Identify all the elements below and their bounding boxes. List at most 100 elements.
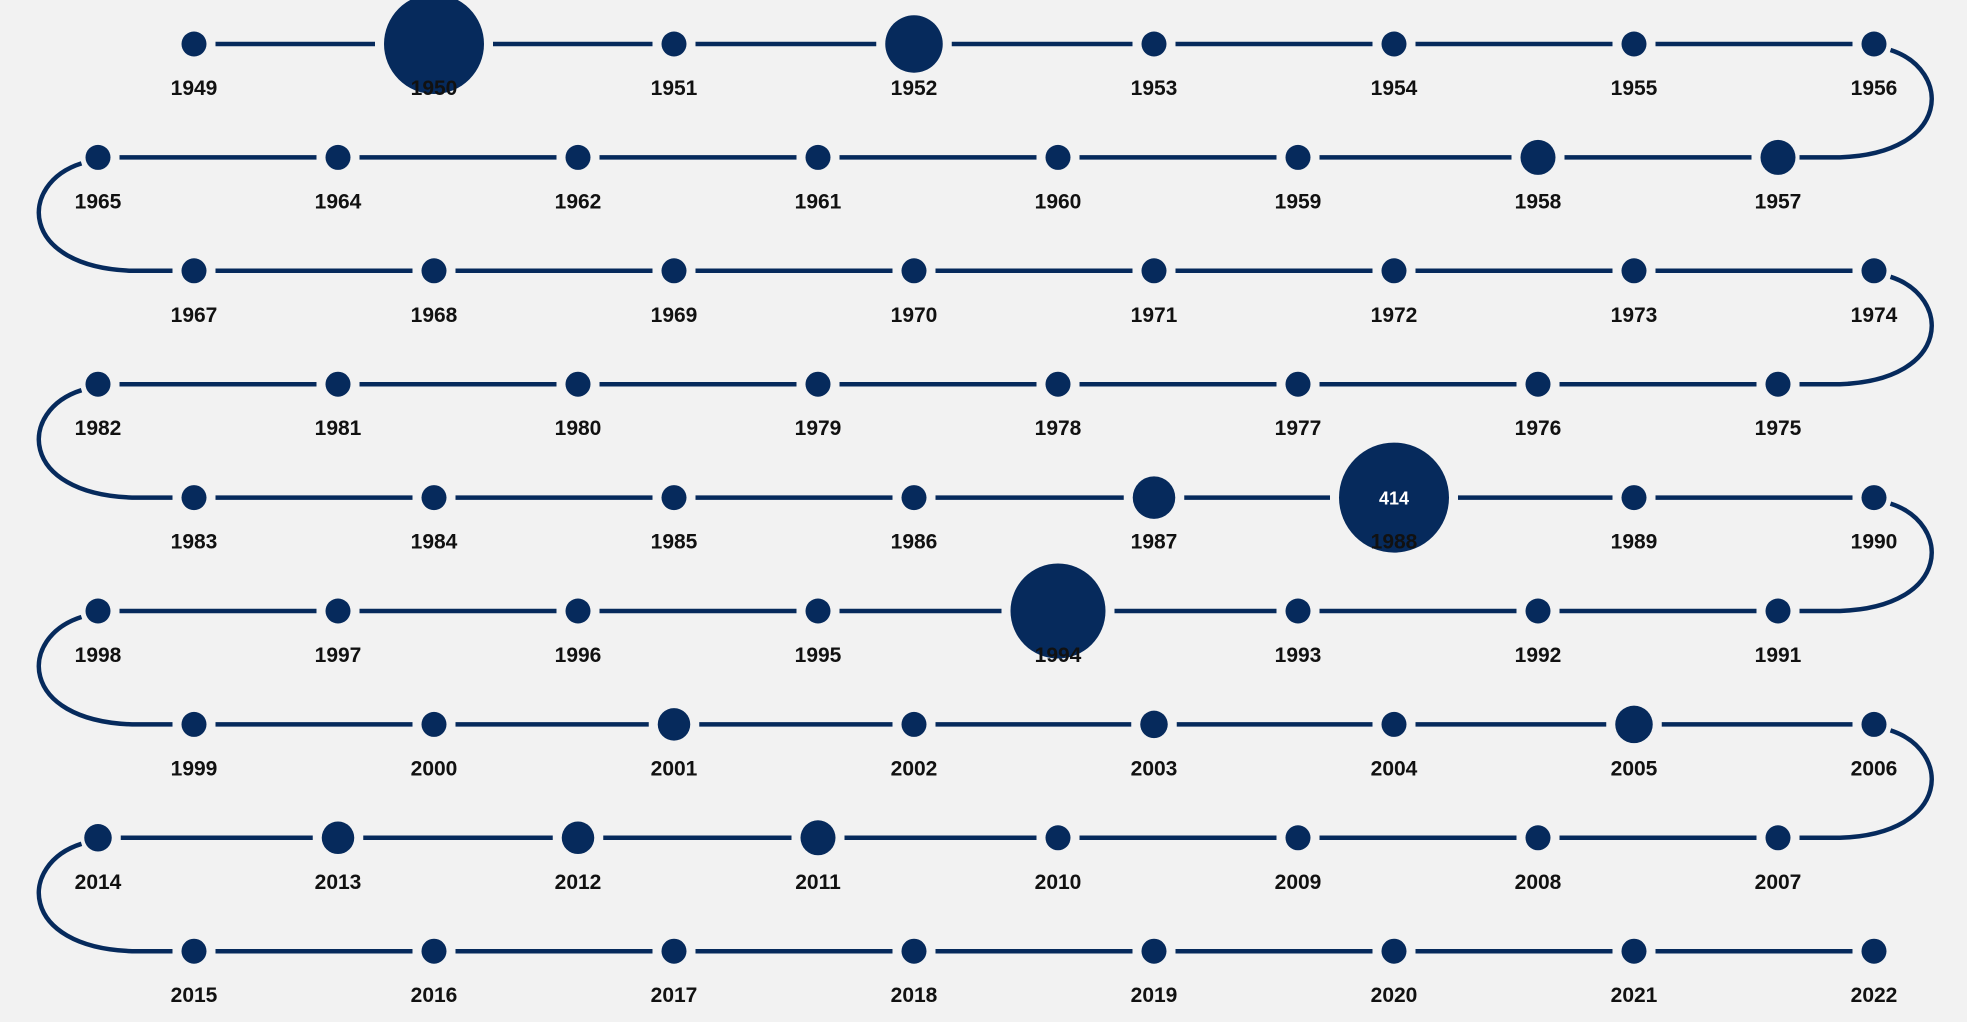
node-circle[interactable] — [901, 258, 927, 284]
node-circle[interactable] — [1285, 825, 1311, 851]
node-circle[interactable] — [1760, 139, 1796, 175]
node-circle[interactable] — [1140, 710, 1168, 739]
timeline-node-2003[interactable]: 2003 — [1131, 710, 1178, 781]
timeline-node-1985[interactable]: 1985 — [651, 485, 698, 554]
timeline-node-1973[interactable]: 1973 — [1611, 258, 1658, 327]
node-circle[interactable] — [1765, 825, 1791, 851]
timeline-node-2001[interactable]: 2001 — [651, 708, 698, 780]
node-circle[interactable] — [1045, 825, 1071, 851]
timeline-node-1982[interactable]: 1982 — [75, 371, 122, 441]
timeline-node-1960[interactable]: 1960 — [1035, 144, 1082, 214]
timeline-node-1980[interactable]: 1980 — [555, 371, 602, 441]
node-circle[interactable] — [901, 938, 927, 964]
timeline-node-1977[interactable]: 1977 — [1275, 371, 1322, 441]
timeline-node-2021[interactable]: 2021 — [1611, 938, 1658, 1008]
timeline-node-1968[interactable]: 1968 — [411, 258, 458, 327]
node-circle[interactable] — [1621, 258, 1647, 284]
node-circle[interactable] — [1520, 139, 1556, 175]
timeline-node-2019[interactable]: 2019 — [1131, 938, 1178, 1008]
node-circle[interactable] — [1615, 705, 1653, 744]
node-circle[interactable] — [325, 144, 351, 170]
timeline-node-1994[interactable]: 1994 — [1010, 563, 1106, 668]
timeline-node-2020[interactable]: 2020 — [1371, 938, 1418, 1008]
node-circle[interactable] — [661, 938, 687, 964]
timeline-node-1986[interactable]: 1986 — [891, 485, 938, 554]
timeline-node-2022[interactable]: 2022 — [1851, 938, 1898, 1008]
node-circle[interactable] — [1861, 938, 1887, 964]
node-circle[interactable] — [85, 144, 111, 170]
timeline-node-1955[interactable]: 1955 — [1611, 31, 1658, 101]
node-circle[interactable] — [1381, 31, 1407, 57]
timeline-node-1981[interactable]: 1981 — [315, 371, 362, 441]
timeline-node-1954[interactable]: 1954 — [1371, 31, 1418, 101]
timeline-node-2012[interactable]: 2012 — [555, 821, 602, 894]
node-circle[interactable] — [1621, 938, 1647, 964]
node-circle[interactable] — [1045, 144, 1071, 170]
timeline-node-1988[interactable]: 1988 414 — [1339, 442, 1449, 554]
timeline-node-1956[interactable]: 1956 — [1851, 31, 1898, 101]
timeline-node-1990[interactable]: 1990 — [1851, 485, 1898, 554]
timeline-node-2017[interactable]: 2017 — [651, 938, 698, 1008]
node-circle[interactable] — [1141, 31, 1167, 57]
node-circle[interactable] — [1132, 476, 1176, 519]
timeline-node-1959[interactable]: 1959 — [1275, 144, 1322, 214]
timeline-node-1952[interactable]: 1952 — [885, 15, 943, 100]
node-circle[interactable] — [800, 820, 836, 856]
timeline-node-2013[interactable]: 2013 — [315, 821, 362, 894]
timeline-node-2018[interactable]: 2018 — [891, 938, 938, 1008]
node-circle[interactable] — [1045, 371, 1071, 397]
node-circle[interactable] — [421, 258, 447, 284]
timeline-node-1996[interactable]: 1996 — [555, 598, 602, 668]
timeline-node-1999[interactable]: 1999 — [171, 711, 218, 781]
timeline-node-1965[interactable]: 1965 — [75, 144, 122, 214]
timeline-node-2004[interactable]: 2004 — [1371, 711, 1418, 781]
node-circle[interactable] — [421, 485, 447, 511]
node-circle[interactable] — [181, 938, 207, 964]
node-circle[interactable] — [1765, 598, 1791, 624]
timeline-node-1971[interactable]: 1971 — [1131, 258, 1178, 327]
timeline-node-1983[interactable]: 1983 — [171, 485, 218, 554]
node-circle[interactable] — [421, 938, 447, 964]
timeline-node-1950[interactable]: 1950 — [384, 0, 484, 100]
timeline-node-2011[interactable]: 2011 — [795, 820, 841, 894]
timeline-node-1951[interactable]: 1951 — [651, 31, 698, 101]
node-circle[interactable] — [1861, 258, 1887, 284]
node-circle[interactable] — [661, 258, 687, 284]
timeline-node-1958[interactable]: 1958 — [1515, 139, 1562, 214]
timeline-node-2000[interactable]: 2000 — [411, 711, 458, 781]
node-circle[interactable] — [561, 821, 595, 855]
node-circle[interactable] — [1285, 598, 1311, 624]
timeline-node-1949[interactable]: 1949 — [171, 31, 218, 101]
node-circle[interactable] — [181, 711, 207, 737]
timeline-node-1969[interactable]: 1969 — [651, 258, 698, 327]
node-circle[interactable] — [1141, 938, 1167, 964]
node-circle[interactable] — [325, 371, 351, 397]
node-circle[interactable] — [321, 821, 355, 855]
timeline-node-1967[interactable]: 1967 — [171, 258, 218, 327]
node-circle[interactable] — [1381, 258, 1407, 284]
node-circle[interactable] — [661, 31, 687, 57]
timeline-node-1979[interactable]: 1979 — [795, 371, 842, 441]
node-circle[interactable] — [565, 371, 591, 397]
node-circle[interactable] — [1621, 31, 1647, 57]
node-circle[interactable] — [657, 708, 691, 741]
node-circle[interactable] — [421, 711, 447, 737]
node-circle[interactable] — [325, 598, 351, 624]
timeline-node-1978[interactable]: 1978 — [1035, 371, 1082, 441]
node-circle[interactable] — [565, 598, 591, 624]
timeline-node-2008[interactable]: 2008 — [1515, 825, 1562, 894]
node-circle[interactable] — [181, 258, 207, 284]
timeline-node-1992[interactable]: 1992 — [1515, 598, 1562, 668]
node-circle[interactable] — [901, 711, 927, 737]
node-circle[interactable] — [84, 824, 112, 852]
node-circle[interactable] — [384, 0, 484, 94]
node-circle[interactable] — [565, 144, 591, 170]
node-circle[interactable] — [1525, 598, 1551, 624]
node-circle[interactable] — [1765, 371, 1791, 397]
timeline-node-1987[interactable]: 1987 — [1131, 476, 1178, 554]
node-circle[interactable] — [1339, 442, 1449, 553]
timeline-node-1991[interactable]: 1991 — [1755, 598, 1802, 668]
timeline-node-2016[interactable]: 2016 — [411, 938, 458, 1008]
timeline-node-2009[interactable]: 2009 — [1275, 825, 1322, 894]
timeline-node-1976[interactable]: 1976 — [1515, 371, 1562, 441]
